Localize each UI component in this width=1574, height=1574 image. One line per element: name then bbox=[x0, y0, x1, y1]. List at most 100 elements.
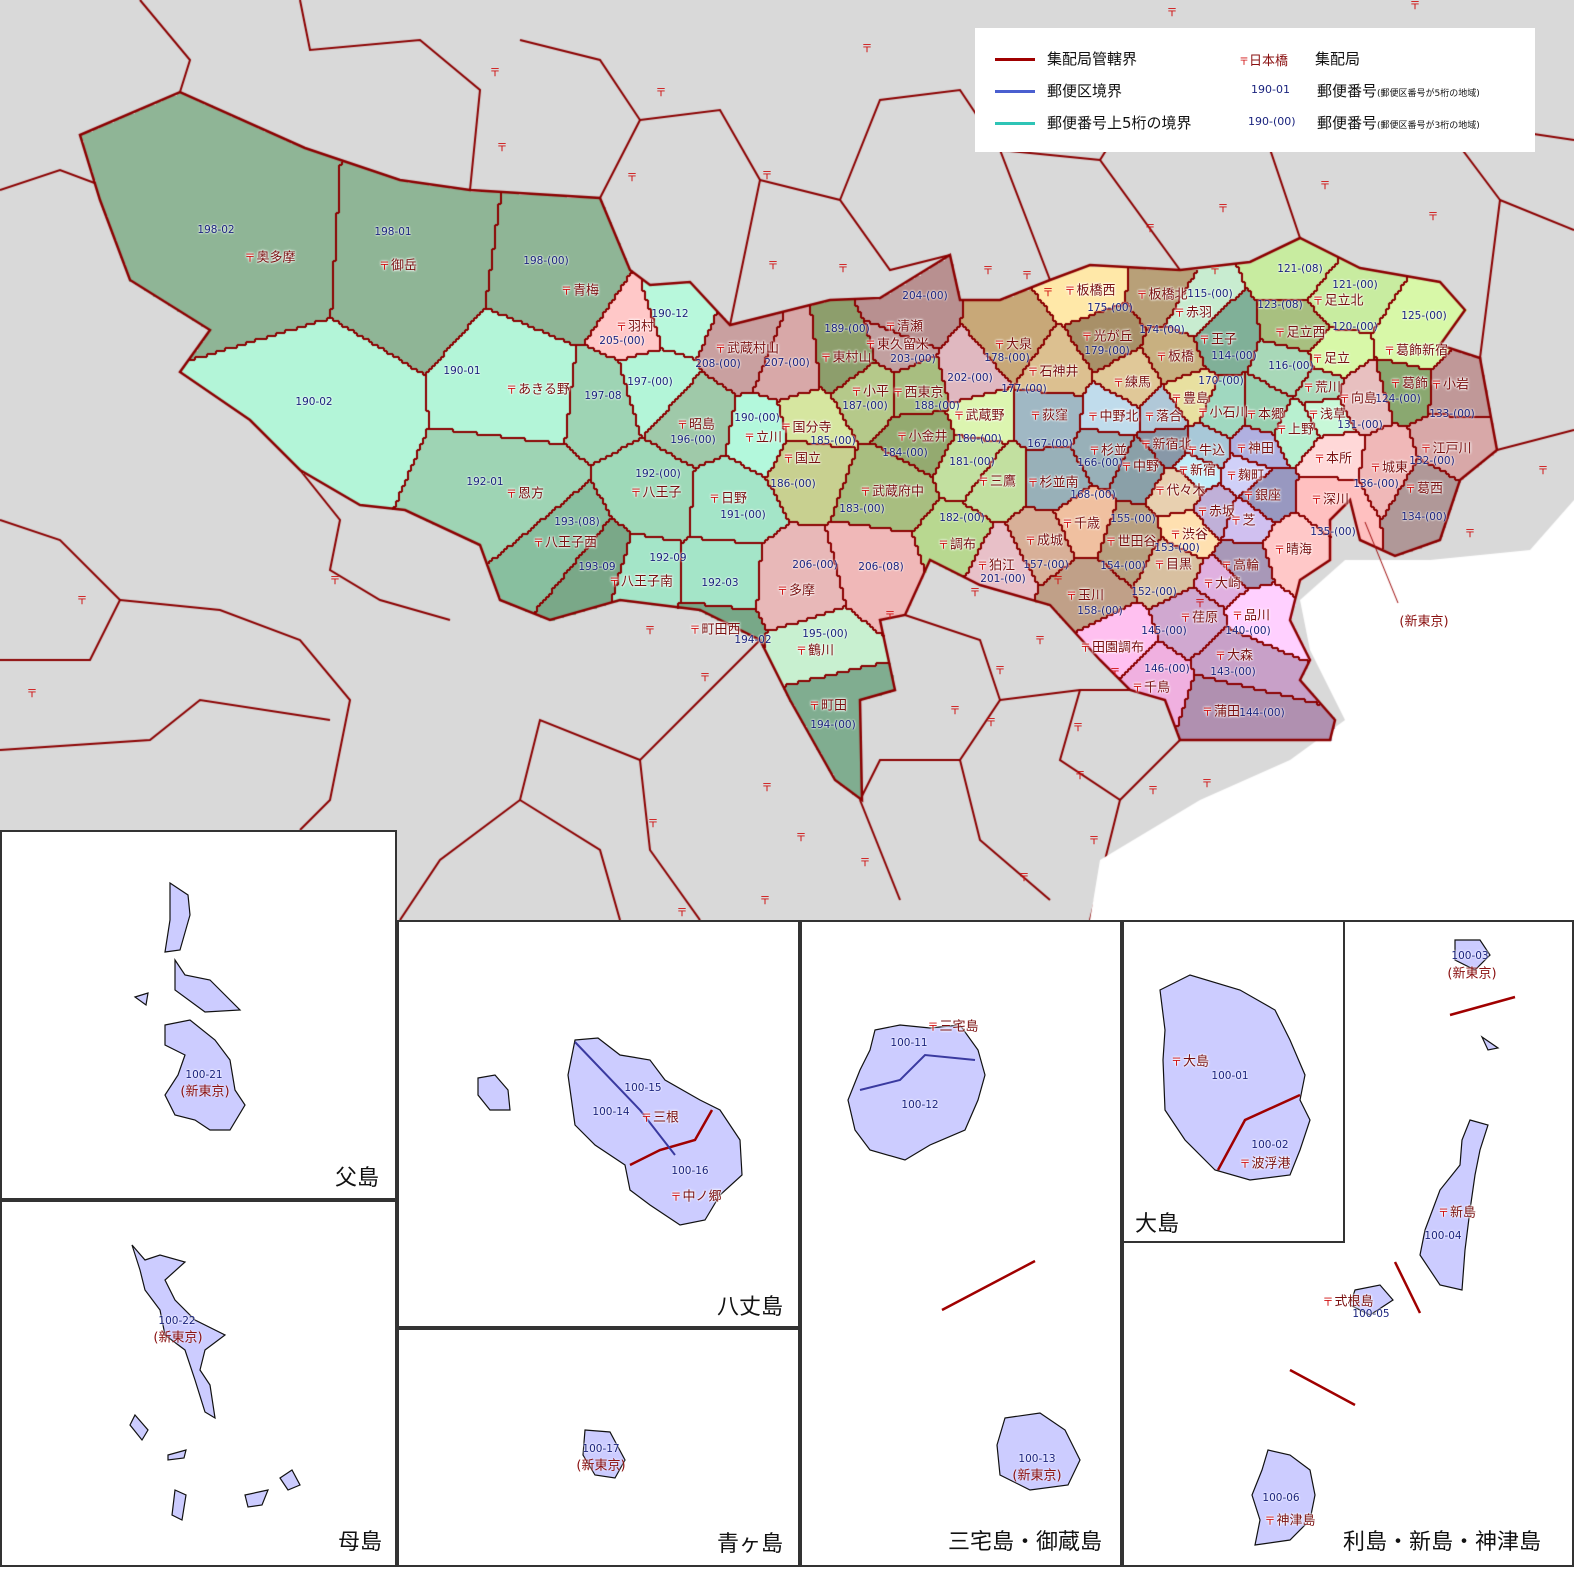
post-office-label[interactable]: 〒新宿北 bbox=[1140, 434, 1191, 453]
post-office-label[interactable]: 〒神田 bbox=[1236, 438, 1274, 457]
post-office-label[interactable]: 〒深川 bbox=[1311, 489, 1349, 508]
post-office-label[interactable]: 〒西東京 bbox=[892, 382, 943, 401]
post-office-label[interactable]: 〒小石川 bbox=[1197, 402, 1248, 421]
post-office-icon: 〒 bbox=[743, 431, 755, 445]
post-office-label[interactable]: 〒王子 bbox=[1199, 329, 1237, 348]
post-office-label[interactable]: 〒芝 bbox=[1230, 510, 1255, 529]
post-office-label[interactable]: 〒荻窪 bbox=[1030, 405, 1068, 424]
post-office-label[interactable]: 〒赤羽 bbox=[1174, 302, 1212, 321]
post-office-label[interactable]: 〒荏原 bbox=[1180, 607, 1218, 626]
post-office-label[interactable]: 〒田園調布 bbox=[1080, 637, 1144, 656]
post-office-label[interactable]: 〒麹町 bbox=[1226, 465, 1264, 484]
post-office-label[interactable]: 〒大島 bbox=[1171, 1051, 1209, 1070]
post-office-label[interactable]: 〒大森 bbox=[1215, 645, 1253, 664]
post-office-label[interactable]: 〒千鳥 bbox=[1132, 677, 1170, 696]
post-office-label[interactable]: 〒八王子南 bbox=[609, 571, 673, 590]
post-office-label[interactable]: 〒東村山 bbox=[820, 347, 871, 366]
post-office-label[interactable]: 〒青梅 bbox=[561, 280, 599, 299]
post-office-label[interactable]: 〒蒲田 bbox=[1202, 701, 1240, 720]
post-office-label[interactable]: 〒向島 bbox=[1339, 388, 1377, 407]
post-office-label[interactable]: 〒大崎 bbox=[1203, 573, 1241, 592]
post-office-label[interactable]: 〒杉並南 bbox=[1027, 472, 1078, 491]
post-office-label[interactable]: 〒新宿 bbox=[1178, 460, 1216, 479]
post-office-label[interactable]: 〒銀座 bbox=[1243, 485, 1281, 504]
post-office-label[interactable]: 〒上野 bbox=[1276, 419, 1314, 438]
post-office-label[interactable]: 〒八王子 bbox=[630, 482, 681, 501]
post-office-label[interactable]: 〒昭島 bbox=[677, 414, 715, 433]
postal-code-label-text: 192-03 bbox=[701, 577, 739, 589]
post-office-label[interactable]: 〒町田西 bbox=[689, 619, 740, 638]
post-office-label[interactable]: 〒小平 bbox=[851, 381, 889, 400]
post-office-label[interactable]: 〒荒川 bbox=[1303, 377, 1341, 396]
post-office-label[interactable]: 〒多摩 bbox=[777, 580, 815, 599]
post-office-label[interactable]: 〒葛西 bbox=[1405, 478, 1443, 497]
post-office-label[interactable]: 〒八王子西 bbox=[533, 532, 597, 551]
post-office-label[interactable]: 〒町田 bbox=[809, 695, 847, 714]
post-office-label[interactable]: 〒晴海 bbox=[1274, 539, 1312, 558]
post-office-label[interactable]: 〒鶴川 bbox=[796, 640, 834, 659]
post-office-label[interactable]: 〒狛江 bbox=[977, 555, 1015, 574]
post-office-label[interactable]: 〒立川 bbox=[744, 427, 782, 446]
post-office-label[interactable]: 〒足立 bbox=[1312, 348, 1350, 367]
post-office-label[interactable]: 〒石神井 bbox=[1027, 361, 1078, 380]
post-office-label[interactable]: 〒式根島 bbox=[1322, 1291, 1373, 1310]
post-office-label[interactable]: 〒城東 bbox=[1370, 457, 1408, 476]
post-office-label[interactable]: 〒高輪 bbox=[1221, 555, 1259, 574]
post-office-label[interactable]: 〒三宅島 bbox=[927, 1016, 978, 1035]
post-office-label[interactable]: 〒御岳 bbox=[379, 255, 417, 274]
post-office-label[interactable]: 〒三鷹 bbox=[978, 471, 1016, 490]
post-office-label[interactable]: 〒落合 bbox=[1144, 406, 1182, 425]
post-office-label[interactable]: 〒小金井 bbox=[896, 426, 947, 445]
postal-code-label-text: 190-12 bbox=[651, 308, 689, 320]
post-office-label[interactable]: 〒あきる野 bbox=[506, 379, 570, 398]
post-office-label[interactable]: 〒練馬 bbox=[1113, 372, 1151, 391]
post-office-label[interactable]: 〒玉川 bbox=[1066, 585, 1104, 604]
post-office-label[interactable]: 〒三根 bbox=[641, 1107, 679, 1126]
post-office-label[interactable]: 〒神津島 bbox=[1264, 1510, 1315, 1529]
post-office-label[interactable]: 〒世田谷 bbox=[1105, 531, 1156, 550]
post-office-label[interactable]: 〒杉並 bbox=[1089, 440, 1127, 459]
post-office-label[interactable]: 〒東久留米 bbox=[865, 334, 929, 353]
post-office-label[interactable]: 〒板橋北 bbox=[1136, 284, 1187, 303]
post-office-label[interactable]: 〒小岩 bbox=[1431, 374, 1469, 393]
post-office-label[interactable]: 〒足立西 bbox=[1274, 322, 1325, 341]
post-office-label[interactable]: 〒新島 bbox=[1438, 1202, 1476, 1221]
post-office-label[interactable]: 〒江戸川 bbox=[1420, 438, 1471, 457]
post-office-label[interactable]: 〒武蔵府中 bbox=[860, 481, 924, 500]
post-office-label[interactable]: 〒赤坂 bbox=[1197, 501, 1235, 520]
post-office-label[interactable]: 〒牛込 bbox=[1187, 440, 1225, 459]
post-office-label[interactable]: 〒目黒 bbox=[1154, 554, 1192, 573]
post-office-label[interactable]: 〒武蔵村山 bbox=[715, 338, 779, 357]
post-office-label[interactable]: 〒足立北 bbox=[1312, 290, 1363, 309]
post-office-label[interactable]: 〒光が丘 bbox=[1081, 326, 1132, 345]
post-office-label[interactable]: 〒大泉 bbox=[994, 334, 1032, 353]
post-office-label[interactable]: 〒中野 bbox=[1121, 456, 1159, 475]
post-office-label[interactable]: 〒千歳 bbox=[1062, 513, 1100, 532]
post-office-label[interactable]: 〒品川 bbox=[1232, 605, 1270, 624]
post-office-label[interactable]: 〒代々木 bbox=[1154, 480, 1205, 499]
post-office-label[interactable]: 〒豊島 bbox=[1171, 388, 1209, 407]
post-office-label[interactable]: 〒成城 bbox=[1025, 530, 1063, 549]
post-office-label[interactable]: 〒波浮港 bbox=[1239, 1153, 1290, 1172]
post-office-label[interactable]: 〒板橋西 bbox=[1064, 280, 1115, 299]
post-office-label[interactable]: 〒日野 bbox=[709, 488, 747, 507]
post-office-label[interactable]: 〒本所 bbox=[1314, 448, 1352, 467]
post-office-label[interactable]: 〒国立 bbox=[783, 448, 821, 467]
post-office-label[interactable]: 〒浅草 bbox=[1308, 404, 1346, 423]
post-office-label[interactable]: 〒中ノ郷 bbox=[670, 1186, 721, 1205]
post-office-label[interactable]: 〒本郷 bbox=[1246, 404, 1284, 423]
post-office-label[interactable]: 〒羽村 bbox=[616, 316, 654, 335]
post-office-label[interactable]: 〒恩方 bbox=[506, 483, 544, 502]
post-office-label[interactable]: 〒板橋 bbox=[1156, 346, 1194, 365]
postal-code-label: 125-(00) bbox=[1401, 310, 1446, 322]
post-office-label[interactable]: 〒葛飾新宿 bbox=[1384, 340, 1448, 359]
post-office-label[interactable]: 〒清瀬 bbox=[885, 316, 923, 335]
post-office-label[interactable]: 〒調布 bbox=[938, 534, 976, 553]
post-office-label[interactable]: 〒中野北 bbox=[1087, 406, 1138, 425]
post-office-label[interactable]: 〒葛飾 bbox=[1390, 373, 1428, 392]
post-office-label[interactable]: 〒国分寺 bbox=[780, 417, 831, 436]
post-office-label[interactable]: 〒武蔵野 bbox=[953, 405, 1004, 424]
post-office-label[interactable]: 〒渋谷 bbox=[1170, 524, 1208, 543]
post-office-label[interactable]: 〒奥多摩 bbox=[244, 247, 295, 266]
post-office-icon: 〒 bbox=[655, 86, 667, 99]
